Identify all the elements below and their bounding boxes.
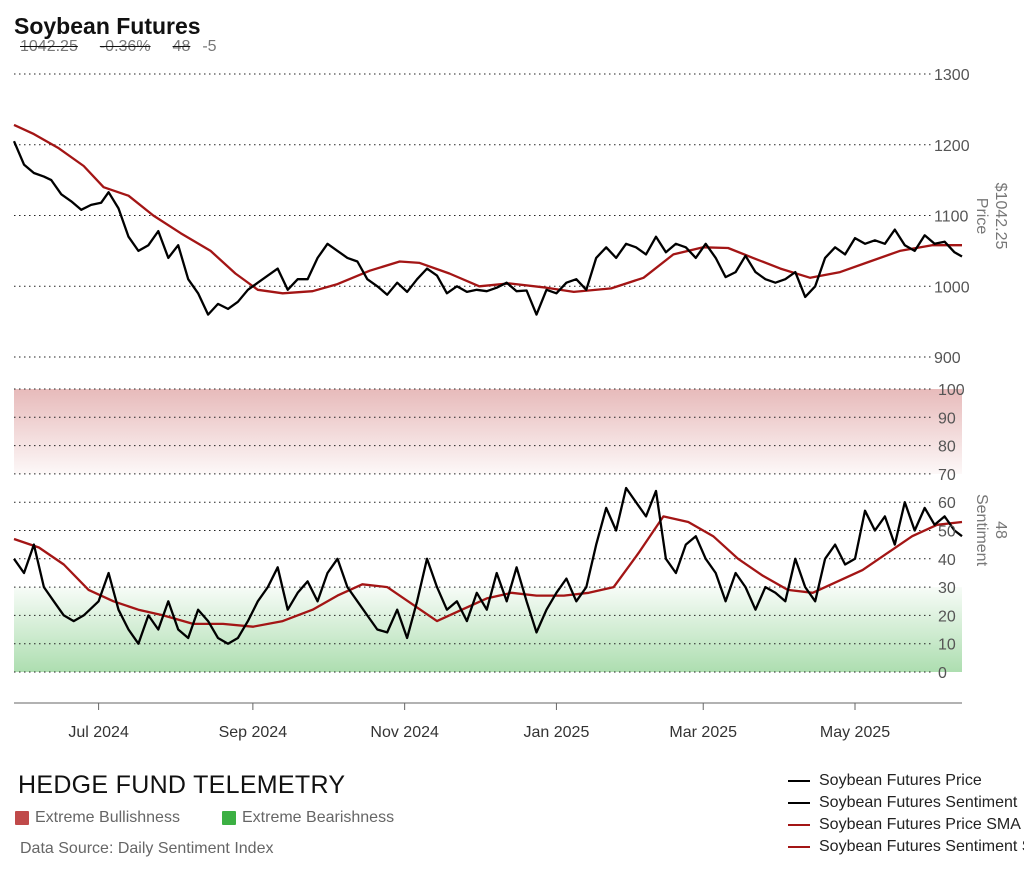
sentiment-tick-label: 20 [938,608,956,625]
band-extreme-bullishness [14,389,962,474]
brand-name: HEDGE FUND TELEMETRY [18,771,346,799]
sentiment-tick-label: 40 [938,552,956,569]
x-tick-label: Sep 2024 [219,724,288,741]
data-source: Data Source: Daily Sentiment Index [20,840,274,857]
legend-label-sentiment: Soybean Futures Sentiment [819,794,1018,811]
x-tick-label: Jan 2025 [524,724,590,741]
bull-label: Extreme Bullishness [35,809,180,826]
sentiment-tick-label: 100 [938,382,965,399]
price-value: 1042.25 [20,38,78,55]
bear-swatch [222,811,236,825]
legend-item-price-sma: Soybean Futures Price SMA [788,814,1024,836]
legend-line-sentiment [788,802,810,804]
x-tick-label: May 2025 [820,724,890,741]
x-tick-label: Nov 2024 [370,724,439,741]
band-extreme-bearishness [14,587,962,672]
sentiment-tick-label: 0 [938,665,947,682]
series-legend: Soybean Futures Price Soybean Futures Se… [788,770,1024,858]
header-stats: 1042.25 -0.36% 48 -5 [20,38,217,56]
legend-line-sentiment-sma [788,846,810,848]
legend-extreme-bearishness: Extreme Bearishness [222,809,394,827]
legend-label-sentiment-sma: Soybean Futures Sentiment SMA [819,838,1024,855]
sentiment-current-label: 48 [992,521,1009,539]
price-axis-title: Price [973,198,990,235]
price-tick-label: 1100 [934,209,969,226]
sentiment-tick-label: 50 [938,524,956,541]
sentiment-tick-label: 80 [938,439,956,456]
price-tick-label: 900 [934,350,961,367]
sentiment-tick-label: 70 [938,467,956,484]
chart-title: Soybean Futures [14,13,201,39]
sentiment-tick-label: 10 [938,637,956,654]
legend-line-price-sma [788,824,810,826]
bear-label: Extreme Bearishness [242,809,395,826]
price-tick-label: 1000 [934,279,970,296]
price-line [12,140,963,316]
sentiment-value: 48 [172,38,191,55]
price-current-label: $1042.25 [992,183,1009,250]
legend-extreme-bullishness: Extreme Bullishness [15,809,180,827]
legend-item-sentiment: Soybean Futures Sentiment [788,792,1024,814]
legend-item-sentiment-sma: Soybean Futures Sentiment SMA [788,836,1024,858]
price-tick-label: 1200 [934,138,970,155]
sentiment-tick-label: 60 [938,495,956,512]
legend-line-price [788,780,810,782]
sentiment-axis-title: Sentiment [973,494,990,567]
sentiment-tick-label: 30 [938,580,956,597]
sentiment-tick-label: 90 [938,410,956,427]
price-change-pct: -0.36% [99,38,151,55]
price-sma-line [13,123,962,295]
sentiment-line [13,486,963,645]
bull-swatch [15,811,29,825]
x-tick-label: Mar 2025 [669,724,737,741]
legend-item-price: Soybean Futures Price [788,770,1024,792]
price-tick-label: 1300 [934,67,970,84]
legend-label-price-sma: Soybean Futures Price SMA [819,816,1021,833]
sentiment-change: -5 [202,38,217,55]
x-tick-label: Jul 2024 [68,724,129,741]
legend-label-price: Soybean Futures Price [819,772,982,789]
